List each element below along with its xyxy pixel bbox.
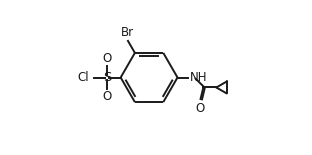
- Text: O: O: [195, 102, 204, 115]
- Text: Br: Br: [121, 26, 134, 39]
- Text: O: O: [102, 52, 111, 65]
- Text: O: O: [102, 90, 111, 103]
- Text: S: S: [103, 71, 111, 84]
- Text: Cl: Cl: [78, 71, 89, 84]
- Text: NH: NH: [190, 71, 207, 84]
